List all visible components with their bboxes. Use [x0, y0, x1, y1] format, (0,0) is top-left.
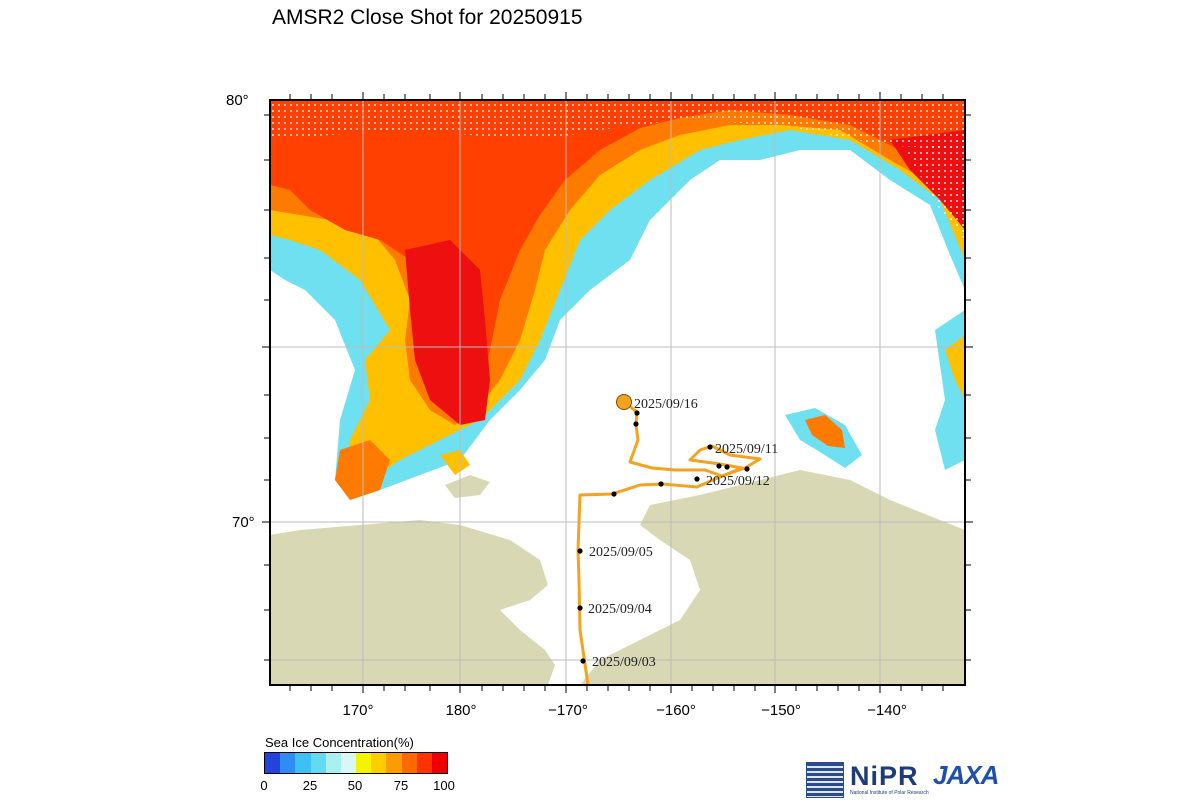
lon-tick-label: −170° — [548, 702, 588, 719]
colorbar-swatch — [386, 753, 402, 773]
map-title: AMSR2 Close Shot for 20250915 — [272, 6, 583, 29]
track-label: 2025/09/12 — [706, 474, 770, 489]
sea-ice-field — [270, 100, 965, 500]
nipr-logo: NiPR National Institute of Polar Researc… — [806, 762, 929, 798]
nipr-subtitle: National Institute of Polar Research — [850, 790, 929, 796]
graticule — [270, 100, 965, 685]
lon-tick-label: 180° — [445, 702, 477, 719]
nipr-name: NiPR — [850, 761, 919, 791]
colorbar-swatch — [265, 753, 281, 773]
lon-tick-label: −150° — [761, 702, 801, 719]
lon-tick-label: −160° — [656, 702, 696, 719]
current-position-marker — [616, 394, 632, 410]
track-label: 2025/09/11 — [715, 442, 778, 457]
colorbar-tick: 100 — [433, 778, 455, 793]
colorbar-tick: 0 — [260, 778, 268, 793]
lon-tick-label: −140° — [867, 702, 907, 719]
colorbar — [264, 752, 448, 774]
colorbar-swatch — [310, 753, 326, 773]
land-areas — [270, 470, 965, 685]
ship-track — [576, 394, 762, 685]
colorbar-title: Sea Ice Concentration(%) — [265, 735, 414, 750]
track-label: 2025/09/16 — [634, 397, 698, 412]
colorbar-tick: 25 — [302, 778, 318, 793]
colorbar-swatch — [371, 753, 387, 773]
colorbar-swatch — [431, 753, 448, 773]
lon-tick-label: 170° — [342, 702, 374, 719]
colorbar-swatch — [325, 753, 341, 773]
jaxa-logo: JAXA — [933, 760, 999, 790]
colorbar-swatch — [340, 753, 357, 773]
colorbar-swatch — [401, 753, 417, 773]
lat-tick-label: 80° — [226, 92, 249, 109]
track-label: 2025/09/04 — [588, 602, 652, 617]
colorbar-swatch — [356, 753, 372, 773]
nipr-emblem-icon — [806, 762, 844, 798]
colorbar-swatch — [416, 753, 432, 773]
colorbar-swatch — [280, 753, 296, 773]
track-label: 2025/09/05 — [589, 545, 653, 560]
frame-ticks — [262, 92, 973, 693]
map-frame — [269, 99, 966, 686]
track-label: 2025/09/03 — [592, 655, 656, 670]
colorbar-tick: 50 — [347, 778, 363, 793]
colorbar-tick: 75 — [393, 778, 409, 793]
colorbar-swatch — [295, 753, 311, 773]
lat-tick-label: 70° — [232, 514, 255, 531]
